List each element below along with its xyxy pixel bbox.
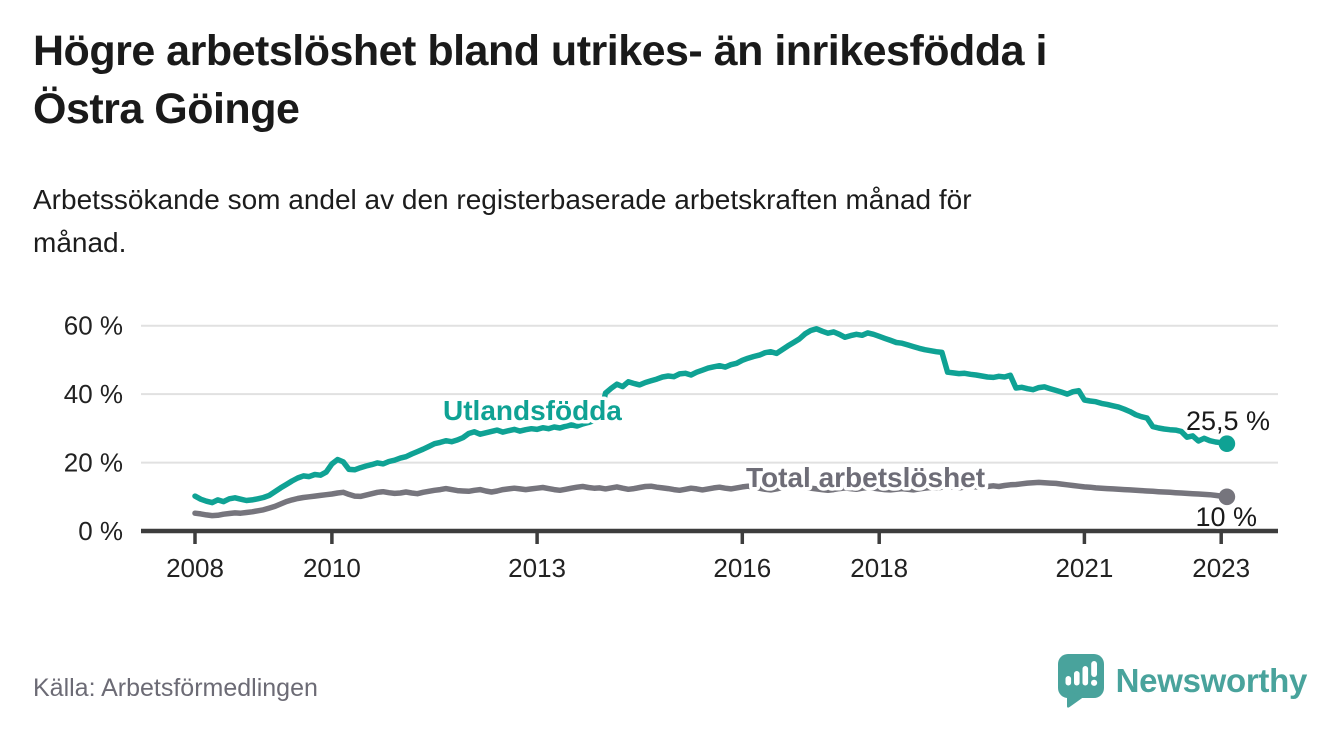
newsworthy-logo-text: Newsworthy [1115,662,1308,699]
annotation-25-5: 25,5 % [1186,406,1270,436]
chart-subtitle-line2: månad. [33,227,127,258]
source-note: Källa: Arbetsförmedlingen [33,674,318,702]
chart-subtitle: Arbetssökande som andel av den registerb… [33,178,1313,264]
speech-bubble-shape [1057,654,1104,708]
exclamation-glyph [1090,661,1097,686]
series-line-utlandsfodda [192,326,1230,506]
x-axis-label-2021: 2021 [1055,553,1113,583]
chart-title-line1: Högre arbetslöshet bland utrikes- än inr… [33,27,1047,75]
x-axis-label-2008: 2008 [166,553,224,583]
chart-title: Högre arbetslöshet bland utrikes- än inr… [33,22,1313,138]
x-axis-label-2023: 2023 [1192,553,1250,583]
newsworthy-logo: Newsworthy [1057,652,1307,710]
x-axis-label-2018: 2018 [850,553,908,583]
y-axis-label-40: 40 % [64,379,123,409]
newsworthy-logo-icon [1057,654,1104,708]
x-axis-label-2016: 2016 [713,553,771,583]
x-axis-label-2010: 2010 [303,553,361,583]
bar-chart-glyph [1065,666,1088,686]
y-axis-label-0: 0 % [78,516,123,546]
y-axis-label-20: 20 % [64,448,123,478]
series-end-dot-total-arbetsloshet [1218,488,1236,506]
x-axis-label-2013: 2013 [508,553,566,583]
series-line-total-arbetsloshet [192,479,1230,519]
annotation-total-arbetsloshet: Total arbetslöshet [746,462,985,493]
chart-title-line2: Östra Göinge [33,85,300,133]
series-end-dot-utlandsfodda [1218,435,1236,453]
y-axis-label-60: 60 % [64,311,123,341]
annotation-10: 10 % [1195,502,1257,532]
annotation-utlandsfodda: Utlandsfödda [443,395,622,426]
line-chart: 0 % 20 % 40 % 60 % 2008 2010 2013 2016 2018 2021 2… [64,311,1278,583]
chart-subtitle-line1: Arbetssökande som andel av den registerb… [33,184,972,215]
